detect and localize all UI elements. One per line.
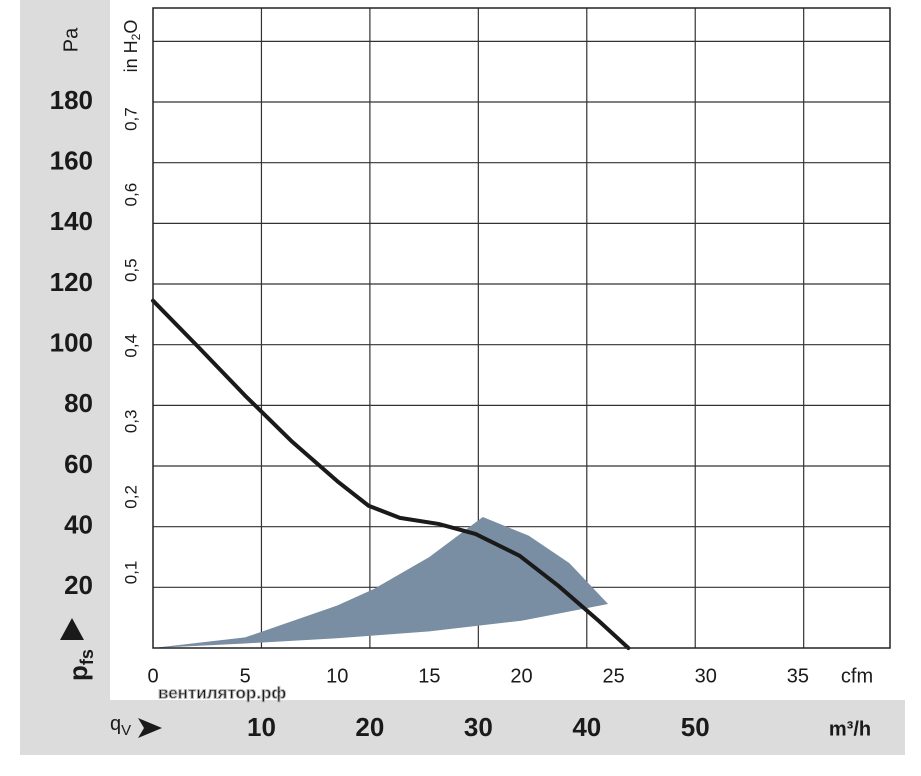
y-label-sub: fs xyxy=(77,649,97,665)
y2-tick-label: 0,6 xyxy=(121,183,140,207)
x2-tick-label: 30 xyxy=(464,712,493,742)
y-tick-label: 20 xyxy=(64,570,93,600)
y-tick-label: 120 xyxy=(50,267,93,297)
x2-tick-label: 40 xyxy=(572,712,601,742)
y-tick-label: 160 xyxy=(50,146,93,176)
left-strip xyxy=(20,0,110,755)
x-label-sub: V xyxy=(121,722,131,739)
bottom-strip xyxy=(20,700,905,755)
y2-tick-label: 0,7 xyxy=(121,107,140,131)
y-tick-label: 140 xyxy=(50,206,93,236)
y2-tick-label: 0,1 xyxy=(121,561,140,585)
y2-label-main: in H xyxy=(121,40,141,72)
operating-band xyxy=(153,516,609,648)
y-label: pfs xyxy=(63,649,97,681)
y-tick-label: 100 xyxy=(50,328,93,358)
y2-label-tail: O xyxy=(121,20,141,34)
x-arrow xyxy=(138,718,162,738)
x-tick-label: 5 xyxy=(240,665,251,687)
x-tick-label: 20 xyxy=(510,665,532,687)
y2-tick-label: 0,3 xyxy=(121,409,140,433)
y-arrow xyxy=(60,618,84,640)
y-tick-label: 180 xyxy=(50,85,93,115)
y-tick-label: 60 xyxy=(64,449,93,479)
x-tick-label: 30 xyxy=(695,665,717,687)
y-tick-label: 40 xyxy=(64,510,93,540)
y2-tick-label: 0,2 xyxy=(121,485,140,509)
plot-frame xyxy=(152,7,891,649)
performance-curve xyxy=(151,298,631,650)
x-tick-label: 35 xyxy=(787,665,809,687)
y-tick-label: 80 xyxy=(64,388,93,418)
x2-tick-label: 20 xyxy=(355,712,384,742)
x-tick-label: 10 xyxy=(326,665,348,687)
x-label: qV xyxy=(110,713,131,739)
x-tick-label: 25 xyxy=(603,665,625,687)
y2-tick-label: 0,4 xyxy=(121,334,140,358)
x-tick-label: 0 xyxy=(147,665,158,687)
y-unit: Pa xyxy=(60,27,82,52)
x2-unit: m³/h xyxy=(829,718,871,740)
y2-tick-label: 0,5 xyxy=(121,258,140,282)
x-label-main: q xyxy=(110,713,121,735)
y2-label-sub: 2 xyxy=(129,33,143,40)
watermark: вентилятор.рф xyxy=(158,683,286,702)
y2-label: in H2O xyxy=(121,20,143,73)
y-label-main: p xyxy=(63,665,93,681)
x2-tick-label: 50 xyxy=(681,712,710,742)
x-unit: cfm xyxy=(841,665,873,687)
x2-tick-label: 10 xyxy=(247,712,276,742)
x-tick-label: 15 xyxy=(418,665,440,687)
